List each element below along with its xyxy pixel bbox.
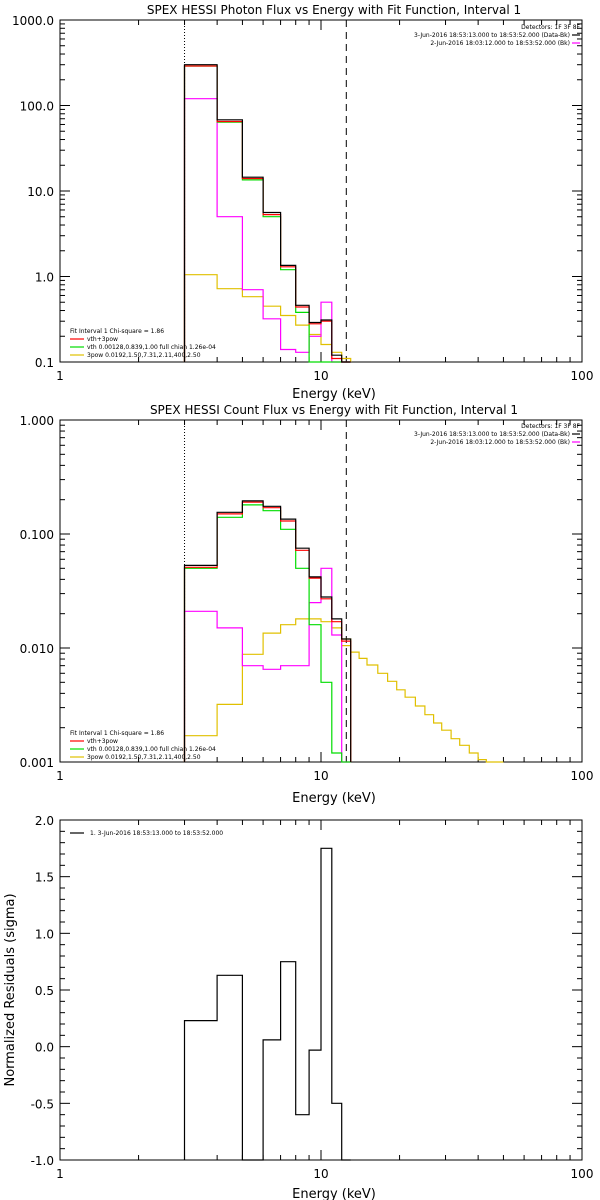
count-flux-title: SPEX HESSI Count Flux vs Energy with Fit…: [150, 403, 518, 417]
count-legend-left-3: 3pow 0.0192,1.50,7.31,2.11,400,2.50: [87, 754, 201, 761]
series-3pow-tail: [341, 645, 504, 763]
x-tick-label: 100: [571, 369, 594, 383]
y-tick-label: 1.0: [35, 271, 54, 285]
y-tick-label: -0.5: [31, 1097, 54, 1111]
y-tick-label: 1.000: [20, 414, 54, 428]
photon-legend-left-0: Fit Interval 1 Chi-square = 1.86: [70, 328, 164, 335]
series-data-histogram: [183, 64, 351, 363]
count-legend-left-1: vth+3pow: [87, 738, 118, 745]
residuals-ylabel: Normalized Residuals (sigma): [3, 893, 18, 1086]
photon-flux-title: SPEX HESSI Photon Flux vs Energy with Fi…: [147, 3, 521, 17]
count-flux-panel: SPEX HESSI Count Flux vs Energy with Fit…: [20, 403, 594, 806]
x-tick-label: 1: [56, 369, 64, 383]
residuals-panel: Energy (keV) Normalized Residuals (sigma…: [3, 814, 593, 1200]
y-tick-label: 0.001: [20, 756, 54, 770]
y-tick-label: 10.0: [27, 185, 54, 199]
y-tick-label: 2.0: [35, 814, 54, 828]
photon-legend-right-1: 2-Jun-2016 18:03:12.000 to 18:53:52.000 …: [430, 40, 570, 47]
y-tick-label: -1.0: [31, 1154, 54, 1168]
x-tick-label: 100: [571, 769, 594, 783]
x-tick-label: 10: [313, 769, 328, 783]
series-3pow-histogram: [183, 618, 352, 762]
count-legend-right-0: 3-Jun-2016 18:53:13.000 to 18:53:52.000 …: [414, 431, 570, 438]
series-total-histogram: [183, 501, 352, 762]
residuals-xlabel: Energy (keV): [292, 1187, 376, 1200]
photon-flux-detectors: Detectors: 1F 3F 8F: [521, 24, 580, 31]
y-tick-label: 100.0: [20, 100, 54, 114]
series-data-histogram: [183, 500, 352, 762]
count-flux-xlabel: Energy (keV): [292, 791, 376, 806]
y-tick-label: 0.1: [35, 356, 54, 370]
x-tick-label: 10: [313, 1167, 328, 1181]
x-tick-label: 1: [56, 769, 64, 783]
residuals-legend-0: 1. 3-Jun-2016 18:53:13.000 to 18:53:52.0…: [90, 830, 223, 837]
y-tick-label: 0.100: [20, 528, 54, 542]
count-legend-left-0: Fit Interval 1 Chi-square = 1.86: [70, 730, 164, 737]
photon-legend-left-3: 3pow 0.0192,1.50,7.31,2.11,400,2.50: [87, 352, 201, 359]
y-tick-label: 1.0: [35, 927, 54, 941]
photon-flux-xlabel: Energy (keV): [292, 387, 376, 402]
photon-legend-left-1: vth+3pow: [87, 336, 118, 343]
x-tick-label: 10: [313, 369, 328, 383]
series-background-histogram: [183, 98, 351, 363]
series-3pow-histogram: [183, 274, 352, 362]
y-tick-label: 0.0: [35, 1041, 54, 1055]
x-tick-label: 100: [571, 1167, 594, 1181]
photon-legend-right-0: 3-Jun-2016 18:53:13.000 to 18:53:52.000 …: [414, 32, 570, 39]
count-legend-right-1: 2-Jun-2016 18:03:12.000 to 18:53:52.000 …: [430, 439, 570, 446]
count-legend-left-2: vth 0.00128,0.839,1.00 full chian 1.26e-…: [87, 746, 216, 753]
y-tick-label: 1000.0: [12, 14, 54, 28]
series-background-histogram: [183, 567, 351, 763]
photon-legend-left-2: vth 0.00128,0.839,1.00 full chian 1.26e-…: [87, 344, 216, 351]
series-data-histogram: [183, 847, 351, 1161]
y-tick-label: 0.5: [35, 984, 54, 998]
y-tick-label: 1.5: [35, 871, 54, 885]
photon-flux-panel: SPEX HESSI Photon Flux vs Energy with Fi…: [12, 3, 593, 402]
count-flux-detectors: Detectors: 1F 3F 8F: [521, 423, 580, 430]
x-tick-label: 1: [56, 1167, 64, 1181]
y-tick-label: 0.010: [20, 642, 54, 656]
series-total-histogram: [183, 65, 351, 363]
